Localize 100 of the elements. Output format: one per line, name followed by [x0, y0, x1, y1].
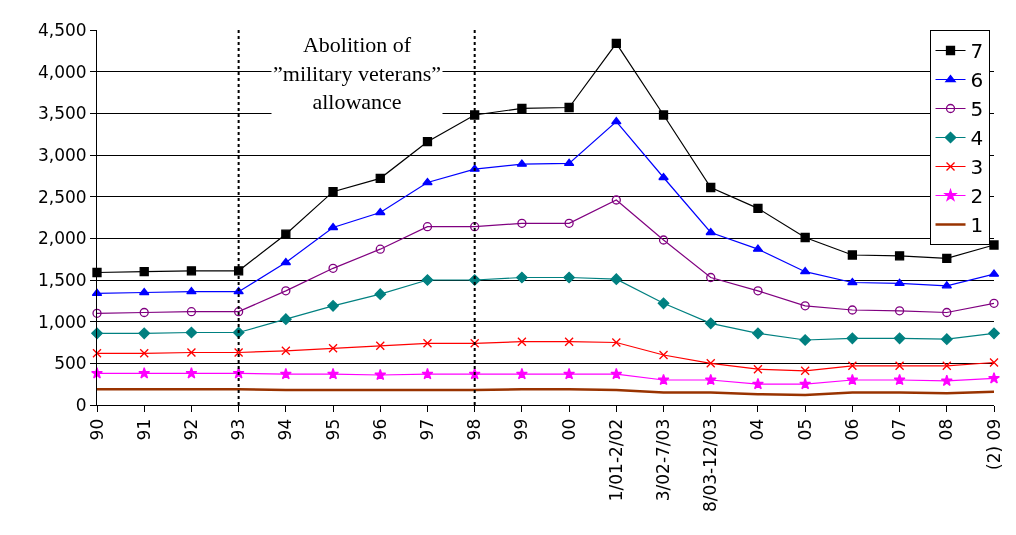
point: [658, 235, 669, 245]
point: [799, 334, 812, 346]
point: [327, 299, 339, 312]
point: [279, 313, 292, 326]
x-tick-label: 8/03-12/03: [700, 418, 721, 513]
point: [846, 332, 859, 345]
point: [92, 308, 102, 318]
y-tick-label: 3,000: [37, 144, 87, 165]
point: [657, 297, 670, 310]
point: [940, 333, 953, 346]
point: [138, 367, 151, 379]
point: [375, 244, 385, 254]
point: [517, 218, 527, 228]
point: [610, 367, 623, 380]
x-tick-label: 1/01-2/02: [605, 418, 626, 502]
legend-label: 1: [970, 213, 984, 238]
point: [893, 373, 906, 386]
point: [894, 251, 905, 261]
point: [186, 307, 197, 317]
point: [658, 350, 669, 360]
point: [610, 273, 623, 286]
x-tick-label: 05: [794, 418, 815, 441]
x-tick-label: 92: [180, 418, 201, 441]
point: [470, 338, 480, 348]
point: [374, 368, 387, 381]
point: [800, 232, 810, 243]
point: [800, 366, 810, 376]
y-tick-label: 1,500: [37, 269, 87, 290]
point: [139, 307, 149, 318]
point: [800, 301, 810, 311]
point: [706, 272, 716, 283]
y-tick-label: 2,000: [37, 228, 87, 249]
legend-label: 4: [970, 126, 984, 151]
point: [706, 182, 716, 193]
point: [611, 38, 621, 48]
annotation: Abolition of ”military veterans” allowance: [273, 32, 441, 115]
point: [92, 348, 102, 358]
point: [327, 222, 339, 231]
point: [233, 307, 244, 317]
point: [894, 306, 905, 316]
point: [139, 348, 149, 358]
point: [940, 374, 953, 387]
y-tick-label: 1,000: [37, 311, 87, 332]
point: [894, 361, 905, 371]
point: [847, 305, 858, 315]
point: [138, 287, 150, 296]
x-tick-label: 00: [558, 418, 579, 441]
point: [327, 367, 340, 380]
point: [139, 267, 149, 277]
x-tick-label: 94: [275, 418, 296, 441]
y-tick-label: 4,000: [37, 61, 87, 82]
legend-label: 2: [970, 184, 984, 209]
point: [942, 253, 952, 263]
point: [375, 341, 385, 351]
point: [942, 307, 952, 318]
point: [658, 110, 669, 120]
point: [374, 288, 387, 301]
point: [233, 347, 244, 358]
point: [421, 367, 434, 380]
point: [611, 337, 621, 348]
point: [138, 327, 151, 340]
point: [517, 337, 527, 347]
point: [564, 337, 574, 347]
point: [847, 250, 858, 260]
x-tick-label: 95: [322, 418, 343, 441]
x-tick-label: 06: [841, 418, 862, 441]
point: [422, 222, 433, 232]
point: [517, 103, 527, 113]
x-tick-label: (2) 09: [983, 418, 1004, 470]
point: [185, 367, 198, 379]
point: [421, 274, 434, 286]
x-tick-label: 98: [464, 418, 485, 441]
x-tick-label: 04: [747, 418, 768, 441]
x-tick-label: 93: [228, 418, 249, 441]
legend-label: 5: [970, 97, 984, 122]
x-tick-label: 99: [511, 418, 532, 441]
point: [422, 177, 433, 186]
point: [706, 358, 716, 368]
point: [989, 298, 999, 308]
point: [704, 373, 717, 386]
point: [563, 271, 575, 284]
point: [563, 367, 576, 380]
point: [422, 338, 433, 348]
y-tick-label: 3,500: [37, 103, 87, 124]
point: [942, 361, 952, 371]
y-tick-label: 500: [54, 353, 87, 374]
point: [753, 286, 763, 296]
point: [704, 317, 717, 330]
point: [988, 327, 1000, 340]
point: [657, 373, 670, 386]
point: [846, 373, 859, 386]
point: [374, 207, 386, 216]
x-tick-label: 97: [416, 418, 437, 441]
point: [988, 372, 1000, 384]
point: [280, 257, 292, 266]
point: [470, 222, 480, 232]
point: [470, 110, 480, 120]
point: [893, 332, 906, 345]
point: [186, 347, 197, 358]
point: [328, 187, 338, 197]
